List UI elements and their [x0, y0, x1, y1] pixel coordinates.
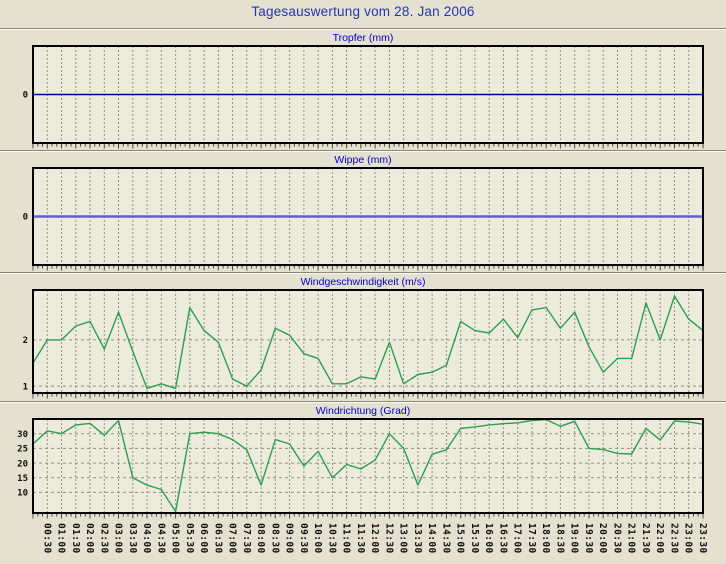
svg-text:0: 0	[23, 213, 28, 223]
chart-title-windgeschwindigkeit: Windgeschwindigkeit (m/s)	[300, 276, 426, 288]
windgeschwindigkeit-chart-canvas: 12	[23, 289, 704, 399]
svg-text:11:30: 11:30	[355, 523, 366, 554]
panel-wippe: Wippe (mm) 0	[0, 152, 726, 272]
svg-text:02:00: 02:00	[84, 523, 95, 554]
panel-divider	[0, 401, 726, 403]
svg-text:20: 20	[17, 459, 28, 469]
svg-text:30: 30	[17, 430, 28, 440]
svg-text:15:00: 15:00	[455, 523, 466, 554]
svg-text:12:30: 12:30	[383, 523, 394, 554]
svg-text:20:00: 20:00	[597, 523, 608, 554]
svg-text:23:00: 23:00	[683, 523, 694, 554]
svg-text:07:00: 07:00	[227, 523, 238, 554]
svg-text:10:00: 10:00	[312, 523, 323, 554]
svg-text:01:30: 01:30	[70, 523, 81, 554]
svg-text:10: 10	[17, 489, 28, 499]
svg-text:2: 2	[23, 336, 28, 346]
chart-title-tropfer: Tropfer (mm)	[332, 32, 394, 44]
svg-text:01:00: 01:00	[56, 523, 67, 554]
svg-text:09:30: 09:30	[298, 523, 309, 554]
svg-text:12:00: 12:00	[369, 523, 380, 554]
svg-text:07:30: 07:30	[241, 523, 252, 554]
svg-text:06:30: 06:30	[212, 523, 223, 554]
svg-text:13:30: 13:30	[412, 523, 423, 554]
page-title: Tagesauswertung vom 28. Jan 2006	[251, 4, 475, 19]
svg-text:02:30: 02:30	[98, 523, 109, 554]
svg-text:17:00: 17:00	[512, 523, 523, 554]
svg-text:05:30: 05:30	[184, 523, 195, 554]
panel-divider	[0, 272, 726, 274]
svg-text:09:00: 09:00	[284, 523, 295, 554]
svg-text:11:00: 11:00	[341, 523, 352, 554]
windrichtung-chart-canvas: 10 15 20 25 30 00:30 01:00 01:30 02:00 02:30 03:00…	[17, 418, 708, 554]
svg-text:14:00: 14:00	[426, 523, 437, 554]
svg-text:25: 25	[17, 445, 28, 455]
svg-text:10:30: 10:30	[326, 523, 337, 554]
svg-text:18:00: 18:00	[540, 523, 551, 554]
svg-text:14:30: 14:30	[440, 523, 451, 554]
svg-text:17:30: 17:30	[526, 523, 537, 554]
panel-windrichtung: Windrichtung (Grad) 10 15 20 25 30 00:30 01:00…	[0, 403, 726, 564]
panel-divider	[0, 150, 726, 152]
svg-text:16:00: 16:00	[483, 523, 494, 554]
chart-title-wippe: Wippe (mm)	[334, 154, 392, 166]
svg-text:19:30: 19:30	[583, 523, 594, 554]
svg-text:21:30: 21:30	[640, 523, 651, 554]
svg-text:03:00: 03:00	[113, 523, 124, 554]
chart-title-windrichtung: Windrichtung (Grad)	[315, 405, 411, 417]
svg-text:15: 15	[17, 474, 28, 484]
panel-divider	[0, 28, 726, 30]
svg-text:18:30: 18:30	[554, 523, 565, 554]
svg-text:0: 0	[23, 91, 28, 101]
wippe-chart-canvas: 0	[23, 167, 704, 271]
tropfer-chart-canvas: 0	[23, 45, 704, 149]
svg-text:15:30: 15:30	[469, 523, 480, 554]
svg-text:04:30: 04:30	[155, 523, 166, 554]
svg-text:08:00: 08:00	[255, 523, 266, 554]
svg-text:13:00: 13:00	[398, 523, 409, 554]
svg-text:00:30: 00:30	[41, 523, 52, 554]
svg-text:20:30: 20:30	[612, 523, 623, 554]
svg-text:16:30: 16:30	[497, 523, 508, 554]
svg-text:1: 1	[23, 382, 28, 392]
svg-text:23:30: 23:30	[697, 523, 708, 554]
svg-text:22:30: 22:30	[669, 523, 680, 554]
panel-tropfer: Tropfer (mm) 0	[0, 30, 726, 150]
svg-text:06:00: 06:00	[198, 523, 209, 554]
svg-text:04:00: 04:00	[141, 523, 152, 554]
svg-text:03:30: 03:30	[127, 523, 138, 554]
svg-text:08:30: 08:30	[269, 523, 280, 554]
svg-text:19:00: 19:00	[569, 523, 580, 554]
svg-text:05:00: 05:00	[170, 523, 181, 554]
svg-text:22:00: 22:00	[654, 523, 665, 554]
svg-text:21:00: 21:00	[626, 523, 637, 554]
